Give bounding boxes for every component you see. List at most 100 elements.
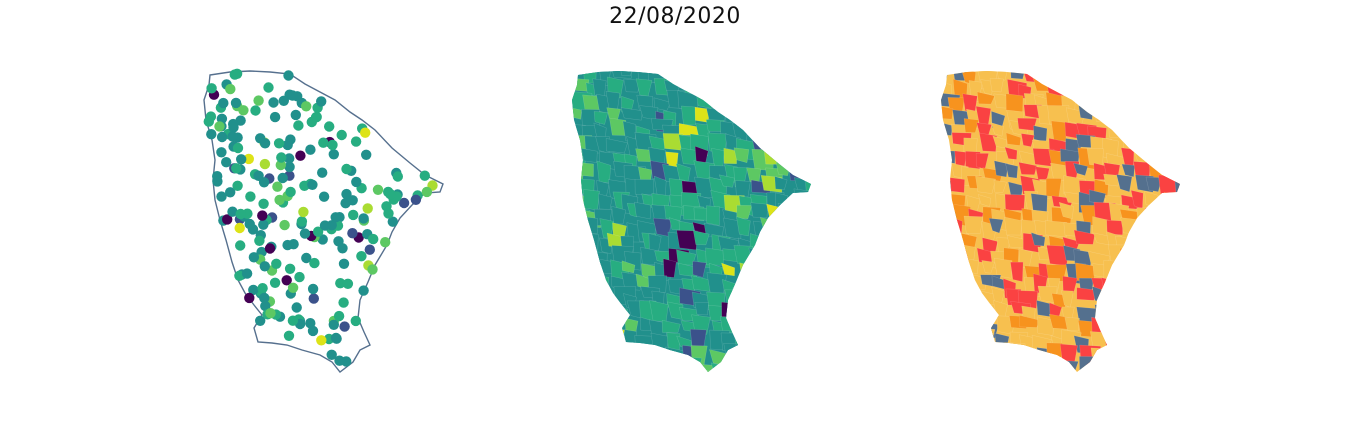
station-point	[308, 293, 319, 304]
municipality-region	[780, 330, 802, 345]
municipality-region	[982, 362, 1002, 372]
municipality-region	[954, 345, 975, 362]
municipality-region	[941, 220, 952, 242]
municipality-region	[1004, 146, 1018, 160]
station-point	[260, 300, 271, 312]
municipality-region	[762, 110, 780, 129]
station-point	[284, 153, 295, 164]
municipality-region	[967, 348, 984, 367]
municipality-region	[1136, 207, 1156, 230]
municipality-region	[1146, 279, 1169, 295]
municipality-region	[1172, 301, 1180, 323]
municipality-region	[681, 105, 696, 126]
municipality-region	[1005, 132, 1022, 146]
municipality-region	[710, 362, 732, 372]
municipality-region	[1174, 178, 1180, 201]
municipality-region	[1163, 125, 1180, 140]
municipality-region	[610, 306, 628, 323]
municipality-region	[979, 375, 992, 395]
municipality-region	[634, 335, 655, 355]
station-point	[335, 278, 346, 289]
municipality-region	[1033, 125, 1048, 143]
municipality-region	[779, 149, 800, 167]
municipality-region	[780, 95, 796, 110]
municipality-region	[1173, 232, 1180, 248]
station-point	[362, 203, 373, 214]
station-point	[298, 206, 309, 218]
municipality-region	[619, 71, 633, 77]
municipality-region	[1171, 151, 1180, 167]
station-point	[398, 197, 410, 209]
station-point	[287, 315, 299, 326]
municipality-region	[790, 139, 807, 162]
municipality-region	[760, 96, 777, 117]
municipality-region	[1157, 96, 1175, 112]
station-point	[288, 239, 299, 250]
municipality-region	[669, 374, 682, 390]
station-point	[334, 355, 345, 366]
station-point	[392, 171, 403, 182]
station-point	[307, 283, 319, 295]
municipality-region	[1175, 194, 1180, 209]
station-point	[296, 216, 308, 227]
station-point	[269, 277, 281, 288]
municipality-region	[653, 97, 671, 111]
municipality-region	[805, 305, 811, 320]
station-point	[235, 208, 246, 220]
station-point	[269, 111, 281, 123]
municipality-region	[1073, 229, 1095, 245]
station-point	[318, 137, 329, 148]
station-point	[294, 271, 305, 283]
municipality-region	[598, 357, 614, 372]
station-point	[244, 292, 255, 304]
station-point	[327, 139, 338, 151]
station-point	[274, 194, 285, 206]
municipality-region	[792, 316, 811, 333]
station-point	[372, 184, 384, 195]
municipality-region	[1117, 120, 1139, 136]
municipality-region	[763, 318, 781, 333]
municipality-region	[1102, 302, 1120, 321]
municipality-region	[941, 245, 953, 261]
municipality-region	[1051, 371, 1074, 372]
municipality-region	[961, 330, 982, 347]
municipality-region	[690, 376, 704, 389]
station-point	[309, 257, 320, 269]
municipality-region	[605, 138, 628, 154]
municipality-region	[1176, 133, 1180, 154]
station-point	[253, 170, 264, 181]
municipality-region	[806, 243, 811, 265]
municipality-region	[1020, 133, 1035, 147]
municipality-region	[941, 314, 957, 334]
municipality-region	[941, 150, 956, 164]
municipality-region	[977, 194, 992, 207]
municipality-region	[776, 139, 795, 162]
municipality-region	[1024, 363, 1039, 372]
municipality-region	[1035, 166, 1050, 180]
municipality-region	[704, 83, 725, 106]
municipality-region	[1164, 356, 1180, 372]
municipality-region	[683, 369, 706, 372]
municipality-region	[1131, 264, 1151, 286]
municipality-region	[572, 250, 591, 270]
station-point	[347, 195, 358, 206]
municipality-region	[738, 89, 755, 107]
station-point	[257, 283, 268, 294]
municipality-region	[696, 71, 718, 77]
municipality-region	[594, 287, 608, 303]
municipality-region	[788, 234, 806, 248]
municipality-region	[1161, 134, 1179, 152]
municipality-region	[1172, 293, 1180, 313]
station-point	[255, 315, 266, 326]
municipality-region	[993, 258, 1013, 279]
municipality-region	[759, 217, 778, 233]
station-point	[255, 133, 266, 144]
municipality-region	[948, 300, 964, 316]
municipality-region	[693, 230, 710, 246]
municipality-region	[805, 149, 811, 171]
station-point	[319, 220, 331, 231]
municipality-region	[808, 332, 811, 354]
station-point	[225, 187, 236, 198]
station-point	[222, 214, 233, 225]
municipality-region	[1176, 110, 1180, 130]
